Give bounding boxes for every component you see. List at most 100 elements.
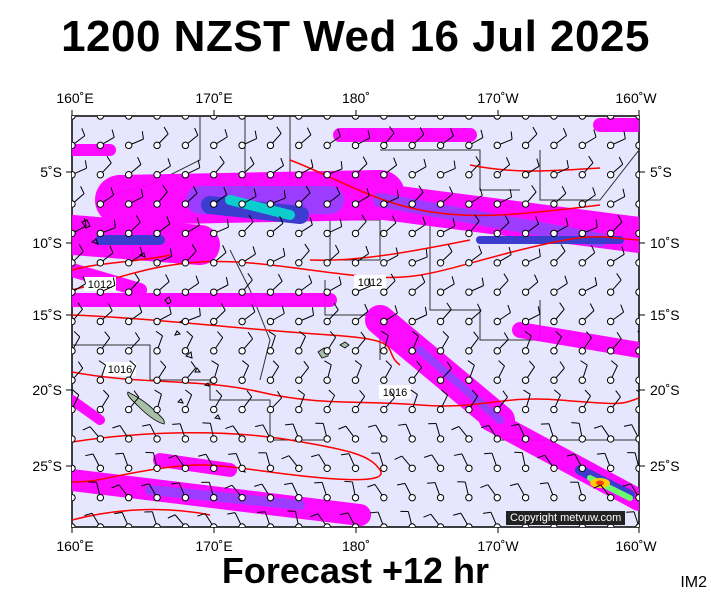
wind-barb-shaft xyxy=(638,349,639,351)
wind-barb-station xyxy=(380,229,388,238)
wind-barb-feather xyxy=(109,245,114,254)
wind-barb-feather xyxy=(510,423,519,427)
wind-barb-station xyxy=(493,288,501,296)
wind-barb-shaft xyxy=(638,291,639,293)
wind-barb-station xyxy=(153,464,161,472)
wind-barb-feather xyxy=(389,126,395,134)
lon-label-bottom: 160˚E xyxy=(56,538,94,554)
rain-band xyxy=(373,193,607,247)
wind-barb-station xyxy=(436,523,445,527)
wind-barb-station xyxy=(380,200,388,208)
wind-barb-station xyxy=(266,435,275,443)
wind-barb-station xyxy=(295,317,303,326)
isobar-line xyxy=(72,254,171,271)
wind-barb-feather xyxy=(113,219,116,228)
wind-barb-feather xyxy=(646,127,650,134)
wind-barb-station xyxy=(295,376,303,384)
wind-barb-feather xyxy=(477,303,482,312)
wind-barb-station xyxy=(408,200,416,208)
wind-barb-feather xyxy=(617,214,623,223)
wind-barb-feather xyxy=(211,360,219,366)
wind-barb-station xyxy=(408,523,416,527)
wind-barb-feather xyxy=(227,512,236,515)
wind-barb-station xyxy=(96,171,105,179)
wind-barb-feather xyxy=(503,273,509,281)
wind-barb-shaft xyxy=(327,116,328,117)
wind-barb-feather xyxy=(83,218,87,227)
wind-barb-station xyxy=(436,116,445,120)
wind-barb-shaft xyxy=(639,108,653,116)
rain-band xyxy=(512,322,639,358)
wind-barb-feather xyxy=(478,245,483,254)
wind-barb-station xyxy=(72,141,76,150)
wind-barb-feather xyxy=(142,424,151,427)
wind-barb-station xyxy=(125,288,133,296)
wind-barb-station xyxy=(153,493,161,502)
wind-barb-feather xyxy=(141,483,150,487)
wind-barb-feather xyxy=(616,331,622,340)
wind-barb-station xyxy=(238,116,246,120)
wind-barb-feather xyxy=(252,99,255,106)
wind-barb-feather xyxy=(224,484,233,489)
wind-barb-shaft xyxy=(242,116,243,117)
wind-barb-station xyxy=(238,288,246,296)
wind-barb-shaft xyxy=(497,116,499,117)
wind-barb-station xyxy=(493,317,501,326)
wind-barb-feather xyxy=(418,185,424,193)
wind-barb-station xyxy=(238,376,246,384)
wind-barb-station xyxy=(380,259,388,267)
wind-barb-feather xyxy=(416,360,422,368)
wind-barb-feather xyxy=(112,425,121,429)
isobar-line xyxy=(72,508,211,521)
wind-barb-feather xyxy=(610,360,618,367)
wind-barb-feather xyxy=(165,274,170,282)
wind-barb-feather xyxy=(58,483,66,484)
wind-barb-station xyxy=(323,200,331,208)
wind-barb-station xyxy=(436,229,445,238)
wind-barb-feather xyxy=(648,216,651,223)
wind-barb-station xyxy=(323,376,331,384)
wind-barb-station xyxy=(125,317,133,326)
wind-barb-shaft xyxy=(100,116,102,117)
wind-barb-station xyxy=(351,493,360,502)
wind-barb-station xyxy=(181,259,190,267)
wind-barb-shaft xyxy=(298,116,301,117)
wind-barb-feather xyxy=(311,454,320,458)
wind-barb-feather xyxy=(135,215,141,223)
wind-barb-feather xyxy=(593,484,601,489)
wind-barb-station xyxy=(436,259,445,267)
wind-barb-feather xyxy=(589,303,595,311)
wind-barb-feather xyxy=(246,390,253,398)
wind-barb-station xyxy=(125,116,133,120)
wind-barb-feather xyxy=(622,188,626,197)
wind-barb-feather xyxy=(139,246,143,255)
wind-barb-station xyxy=(436,493,445,502)
wind-barb-feather xyxy=(467,360,475,366)
wind-barb-station xyxy=(72,116,76,120)
wind-barb-feather xyxy=(226,219,229,228)
wind-barb-shaft xyxy=(440,116,442,117)
wind-barb-shaft xyxy=(72,526,73,527)
wind-barb-station xyxy=(493,376,501,384)
wind-barb-feather xyxy=(228,452,237,455)
isobar-line xyxy=(72,431,382,483)
wind-barb-feather xyxy=(509,189,513,198)
wind-barb-station xyxy=(210,376,218,384)
wind-barb-station xyxy=(550,464,558,472)
wind-barb-feather xyxy=(251,304,256,313)
wind-barb-feather xyxy=(84,160,88,169)
wind-barb-station xyxy=(606,116,615,120)
wind-barb-feather xyxy=(537,306,541,315)
wind-barb-station xyxy=(323,317,331,326)
wind-barb-station xyxy=(606,141,615,150)
wind-barb-feather xyxy=(618,156,624,165)
wind-barb-station xyxy=(380,288,388,296)
wind-barb-feather xyxy=(480,424,489,429)
wind-barb-station xyxy=(181,435,190,443)
wind-barb-station xyxy=(351,200,360,208)
wind-barb-station xyxy=(266,523,275,527)
wind-barb-feather xyxy=(280,157,285,166)
wind-barb-feather xyxy=(366,188,370,196)
wind-barb-station xyxy=(153,435,161,443)
wind-barb-station xyxy=(606,317,615,326)
